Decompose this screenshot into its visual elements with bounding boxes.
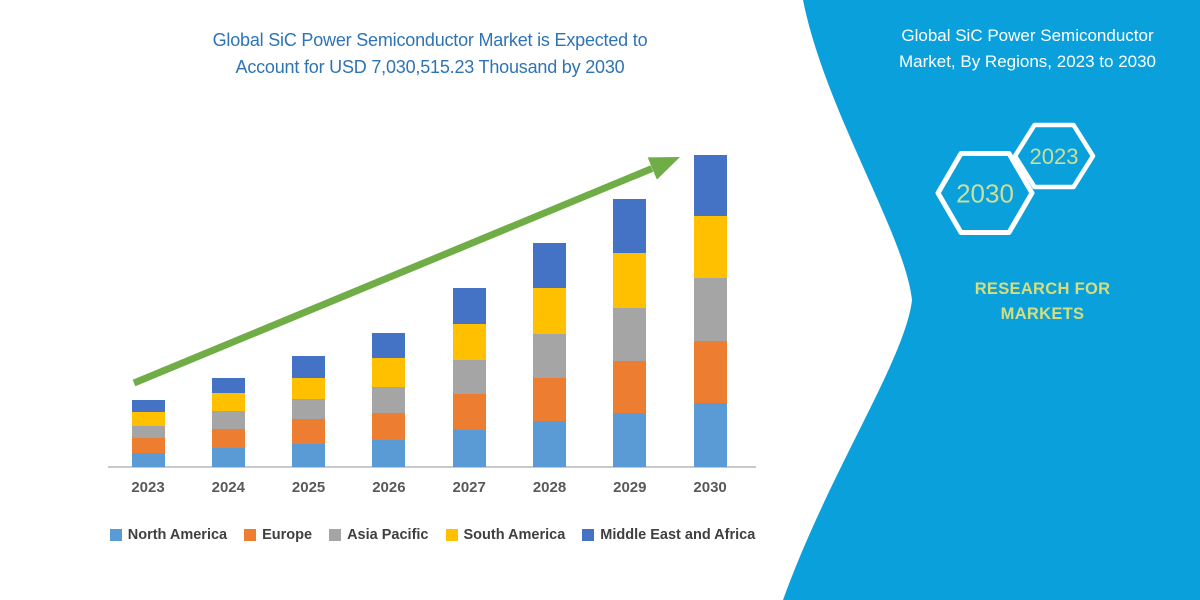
legend-label: North America — [127, 527, 228, 543]
bar-segment — [131, 452, 165, 467]
legend-item: North America — [109, 527, 228, 543]
bar-segment — [292, 399, 326, 420]
bar-segment — [693, 216, 727, 278]
bar-segment — [533, 420, 566, 467]
hexagon-2030-label: 2030 — [956, 178, 1014, 209]
brand-text: RESEARCH FOR MARKETS — [955, 277, 1130, 327]
bar-segment — [372, 440, 406, 467]
x-axis-label: 2029 — [613, 479, 647, 496]
bar-segment — [533, 287, 566, 334]
legend-label: Asia Pacific — [347, 527, 429, 543]
x-axis-label: 2028 — [532, 479, 567, 496]
bar-segment — [372, 358, 406, 387]
bar-segment — [211, 392, 245, 411]
side-heading-line1: Global SiC Power Semiconductor — [901, 26, 1154, 45]
bar-segment — [131, 426, 165, 438]
legend-swatch — [582, 529, 595, 541]
hexagon-2023-label: 2023 — [1029, 144, 1079, 169]
legend-swatch — [109, 529, 122, 541]
legend-label: South America — [463, 527, 566, 543]
bar-segment — [613, 360, 647, 413]
bar-segment — [613, 199, 647, 253]
bar-segment — [131, 437, 165, 453]
x-axis-label: 2027 — [452, 479, 486, 496]
bar-segment — [292, 444, 326, 467]
bar-segment — [131, 400, 165, 412]
x-axis-line — [108, 466, 756, 468]
bar-segment — [211, 411, 245, 430]
bar-segment — [372, 332, 406, 359]
bar-segment — [693, 277, 727, 341]
x-axis-label: 2023 — [131, 479, 165, 496]
chart-title-line1: Global SiC Power Semiconductor Market is… — [212, 30, 648, 50]
bar-segment — [372, 412, 406, 441]
legend-label: Europe — [262, 527, 313, 543]
legend-item: Middle East and Africa — [582, 527, 755, 543]
bar-segment — [211, 377, 245, 393]
chart-title-line2: Account for USD 7,030,515.23 Thousand by… — [235, 57, 625, 77]
bar-segment — [211, 447, 245, 467]
legend-swatch — [445, 529, 458, 541]
bar-segment — [452, 323, 486, 360]
legend-label: Middle East and Africa — [600, 527, 756, 543]
bar-segment — [452, 288, 486, 324]
bar-segment — [292, 355, 326, 378]
bar-segment — [533, 333, 566, 378]
legend-item: Asia Pacific — [329, 527, 429, 543]
bar-segment — [131, 411, 165, 426]
x-axis-label: 2026 — [372, 479, 406, 496]
bar-segment — [452, 394, 486, 431]
side-heading-line2: Market, By Regions, 2023 to 2030 — [898, 52, 1157, 71]
x-axis-label: 2030 — [693, 479, 727, 496]
side-band — [783, 0, 1200, 600]
bar-segment — [211, 429, 245, 448]
side-panel-heading: Global SiC Power Semiconductor Market, B… — [855, 23, 1200, 75]
bar-segment — [292, 419, 326, 445]
legend-swatch — [244, 529, 257, 541]
bar-segment — [693, 402, 727, 467]
chart-title: Global SiC Power Semiconductor Market is… — [120, 27, 740, 81]
brand-line1: RESEARCH FOR — [974, 280, 1111, 298]
bar-segment — [613, 252, 647, 308]
legend-item: Europe — [244, 527, 312, 543]
hexagon-2030 — [935, 151, 1035, 235]
bar-segment — [452, 430, 486, 467]
bar-segment — [452, 359, 486, 395]
legend-swatch — [329, 529, 342, 541]
x-axis-label: 2024 — [211, 479, 245, 496]
legend-item: South America — [445, 527, 566, 543]
bar-segment — [292, 377, 326, 400]
bar-segment — [693, 155, 727, 216]
bar-segment — [613, 307, 647, 361]
bar-segment — [613, 412, 647, 467]
bar-segment — [533, 243, 566, 288]
chart-legend: North America Europe Asia Pacific South Ame… — [100, 527, 765, 543]
x-axis-label: 2025 — [291, 479, 326, 496]
bar-segment — [693, 341, 727, 403]
brand-line2: MARKETS — [1000, 305, 1085, 323]
bar-segment — [372, 387, 406, 413]
hexagon-2023 — [1012, 122, 1096, 190]
bar-segment — [533, 377, 566, 421]
